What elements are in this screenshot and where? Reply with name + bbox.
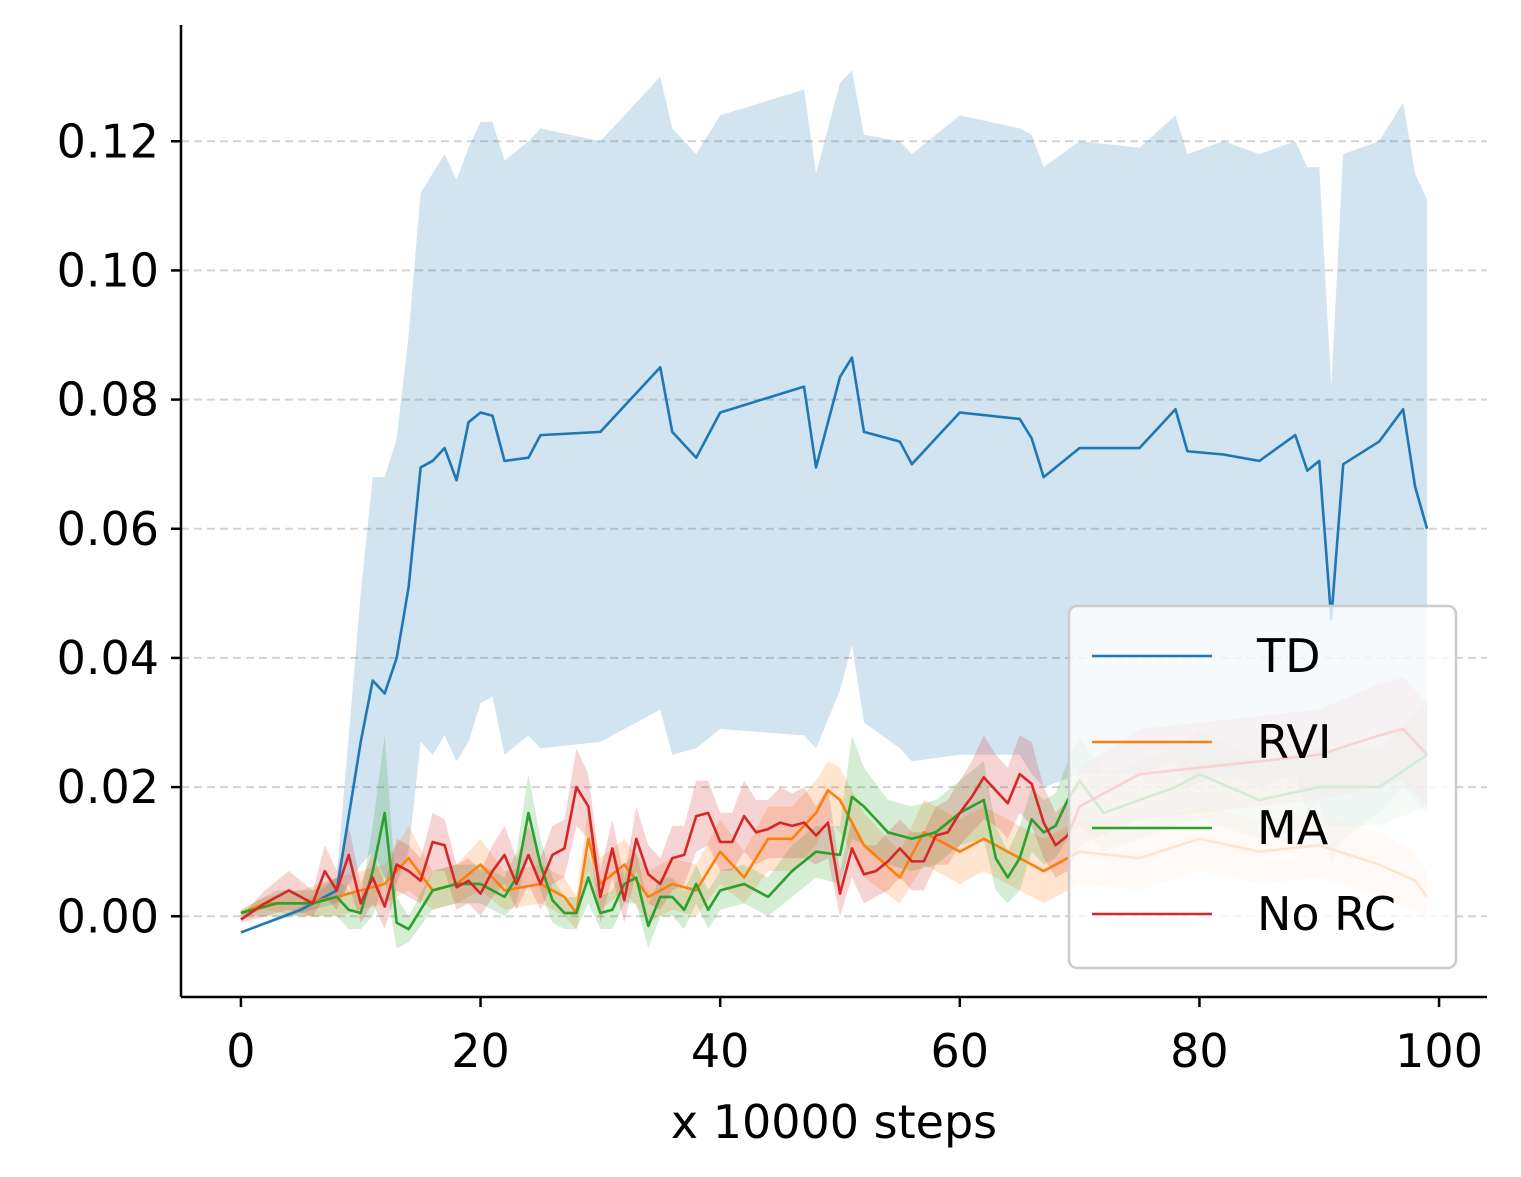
legend-box: [1067, 604, 1458, 970]
x-tick-label: 60: [931, 1024, 990, 1078]
y-tick-label: 0.08: [57, 373, 159, 427]
legend-label-rvi: RVI: [1257, 715, 1331, 769]
legend-label-no-rc: No RC: [1257, 887, 1396, 941]
x-tick-label: 80: [1170, 1024, 1229, 1078]
x-axis-label: x 10000 steps: [671, 1095, 997, 1149]
y-tick-label: 0.12: [57, 114, 159, 168]
axes: [179, 25, 1487, 999]
y-tick-label: 0.10: [57, 243, 159, 297]
legend-label-td: TD: [1256, 629, 1321, 683]
y-tick-label: 0.06: [57, 502, 159, 556]
y-tick-label: 0.04: [57, 631, 159, 685]
legend-label-ma: MA: [1257, 801, 1329, 855]
band-ma: [240, 703, 1428, 949]
x-tick-label: 20: [451, 1024, 510, 1078]
x-tick-label: 40: [691, 1024, 750, 1078]
y-ticks: 0.00 0.02 0.04 0.06 0.08 0.10 0.12: [57, 114, 181, 943]
x-ticks: 0 20 40 60 80 100: [226, 997, 1483, 1078]
series-line-ma: [240, 753, 1428, 931]
x-tick-label: 100: [1395, 1024, 1483, 1078]
y-tick-label: 0.02: [57, 760, 159, 814]
series-lines: [240, 356, 1429, 934]
series-line-no-rc: [240, 727, 1429, 921]
legend: TD RVI MA No RC: [1067, 604, 1458, 970]
y-tick-label: 0.00: [57, 889, 159, 943]
series-line-td: [240, 356, 1429, 934]
x-tick-label: 0: [226, 1024, 255, 1078]
